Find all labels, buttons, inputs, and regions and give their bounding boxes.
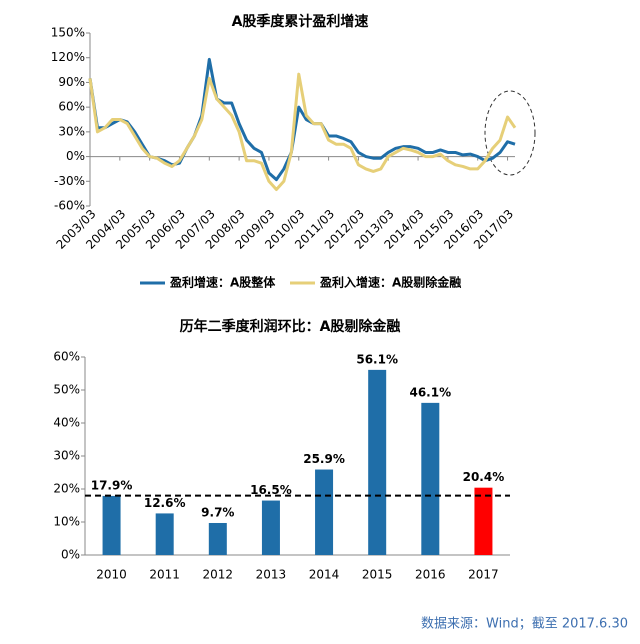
legend-label: 盈利增速：A股整体 — [169, 275, 276, 290]
y-tick-label: 50% — [53, 383, 80, 397]
bar — [155, 513, 174, 555]
x-tick-label: 2013 — [256, 568, 287, 582]
x-tick-label: 2010 — [96, 568, 127, 582]
value-label: 9.7% — [201, 505, 234, 519]
bar — [315, 469, 334, 555]
bar — [102, 495, 121, 555]
bar — [208, 522, 227, 555]
y-tick-label: 120% — [51, 50, 85, 64]
x-tick-label: 2014 — [309, 568, 340, 582]
y-tick-label: 40% — [53, 416, 80, 430]
y-tick-label: 60% — [58, 100, 85, 114]
y-tick-label: 10% — [53, 515, 80, 529]
value-label: 25.9% — [303, 452, 345, 466]
x-tick-label: 2011 — [149, 568, 180, 582]
value-label: 12.6% — [144, 496, 186, 510]
value-label: 17.9% — [91, 478, 133, 492]
y-tick-label: 150% — [51, 26, 85, 40]
y-tick-label: 20% — [53, 482, 80, 496]
y-tick-label: 30% — [58, 124, 85, 138]
line-series — [88, 72, 517, 192]
y-tick-label: 30% — [53, 449, 80, 463]
x-tick-label: 2016 — [415, 568, 446, 582]
y-tick-label: -30% — [54, 174, 85, 188]
y-tick-label: 0% — [61, 548, 80, 562]
source: 数据来源：Wind；截至 2017.6.30 — [421, 617, 628, 632]
value-label: 56.1% — [356, 352, 398, 366]
x-tick-label: 2015 — [362, 568, 393, 582]
chart-title: 历年二季度利润环比：A股剔除金融 — [180, 318, 401, 335]
bar — [261, 500, 280, 555]
highlight-ellipse — [484, 90, 536, 176]
y-tick-label: -60% — [54, 199, 85, 213]
bar — [474, 487, 493, 555]
value-label: 46.1% — [409, 385, 451, 399]
x-tick-label: 2012 — [203, 568, 234, 582]
y-tick-label: 90% — [58, 75, 85, 89]
bar — [368, 369, 387, 555]
y-tick-label: 60% — [53, 350, 80, 364]
chart-title: A股季度累计盈利增速 — [232, 13, 369, 30]
legend-label: 盈利入增速：A股剔除金融 — [319, 275, 461, 290]
bar — [421, 402, 440, 555]
value-label: 20.4% — [463, 470, 505, 484]
x-tick-label: 2017 — [468, 568, 499, 582]
value-label: 16.5% — [250, 483, 292, 497]
y-tick-label: 0% — [66, 149, 85, 163]
